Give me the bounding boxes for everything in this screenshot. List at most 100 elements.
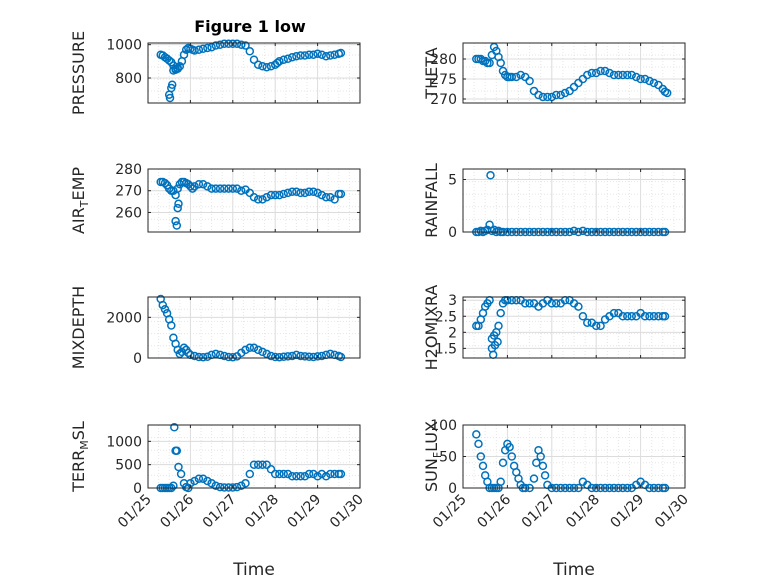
data-point (326, 51, 335, 60)
data-point (176, 469, 186, 479)
data-point (480, 56, 490, 66)
data-point (476, 452, 486, 461)
data-point (237, 481, 246, 490)
data-point (207, 479, 216, 488)
data-point (538, 92, 548, 102)
data-point (220, 184, 229, 193)
data-point (505, 442, 514, 452)
panel-7: 0 50 100 01/25 01/26 01/27 01/28 01/29 01/30 SUNF… (422, 418, 692, 580)
data-point (169, 66, 178, 75)
data-point (587, 68, 597, 78)
data-point (486, 171, 495, 180)
data-point (649, 78, 659, 88)
axes-box (147, 168, 361, 233)
data-point (167, 80, 177, 89)
data-point (645, 312, 654, 321)
data-point (241, 345, 250, 355)
y-tick-label: 0 (133, 481, 142, 497)
data-point (540, 471, 550, 480)
x-tick-label: 01/27 (200, 492, 240, 532)
data-point (173, 63, 182, 73)
data-point (198, 44, 208, 54)
data-point (258, 62, 267, 71)
data-point (292, 52, 301, 61)
data-point (194, 474, 204, 483)
y-tick-label: 50 (439, 450, 457, 466)
data-point (605, 68, 614, 78)
data-point (211, 349, 221, 359)
data-point (529, 474, 539, 483)
data-point (211, 184, 221, 193)
data-point (173, 184, 182, 193)
y-axis-label: AIRTEMP (69, 167, 91, 234)
data-point (326, 192, 335, 202)
x-tick-label: 01/25 (115, 492, 155, 532)
data-point (645, 76, 654, 86)
data-point (171, 216, 180, 226)
data-point (245, 469, 255, 479)
y-tick-label: 2 (448, 325, 457, 341)
data-point (296, 472, 305, 481)
data-point (164, 184, 174, 193)
x-tick-label: 01/29 (608, 492, 648, 532)
y-tick-label: 500 (115, 458, 142, 474)
data-point (175, 62, 185, 71)
data-point (253, 345, 263, 355)
data-point (313, 188, 322, 198)
axes-box (462, 168, 686, 233)
data-point (496, 477, 505, 486)
data-point (245, 47, 255, 56)
data-point (275, 57, 284, 66)
data-point (287, 472, 297, 481)
data-point (258, 347, 267, 357)
data-point (198, 352, 208, 362)
data-point (578, 226, 588, 236)
data-point (313, 352, 322, 361)
data-point (207, 184, 216, 193)
data-point (249, 460, 259, 469)
data-point (300, 188, 310, 198)
y-axis-label: MIXDEPTH (69, 286, 88, 369)
data-point (232, 184, 242, 193)
data-point (636, 74, 645, 84)
data-point (169, 186, 178, 195)
data-point (241, 479, 250, 488)
data-point (167, 321, 176, 330)
data-point (543, 92, 552, 102)
data-point (317, 190, 327, 200)
data-point (507, 452, 517, 461)
panel-5: 1.522.53 H2OMIXRA (422, 285, 686, 370)
data-point (262, 192, 271, 202)
y-tick-label: 0 (448, 225, 457, 241)
y-tick-label: 1000 (106, 434, 142, 450)
data-point (498, 458, 508, 468)
data-point (538, 461, 548, 471)
data-point (220, 39, 229, 49)
data-point (551, 299, 561, 308)
data-point (283, 352, 293, 361)
data-point (175, 349, 185, 359)
data-point (190, 46, 199, 55)
data-point (623, 70, 632, 80)
data-point (158, 300, 168, 310)
data-point (627, 312, 636, 321)
data-point (300, 472, 310, 481)
data-point (232, 482, 242, 492)
x-tick-label: 01/25 (430, 492, 470, 532)
data-point (336, 469, 346, 479)
x-tick-label: 01/29 (285, 492, 325, 532)
data-point (556, 90, 565, 100)
data-point (203, 43, 212, 53)
data-point (296, 188, 305, 198)
data-point (640, 312, 650, 321)
data-point (496, 308, 505, 318)
y-tick-label: 5 (448, 173, 457, 189)
data-point (591, 68, 601, 78)
data-point (317, 351, 327, 361)
data-point (190, 476, 199, 486)
data-point (160, 304, 170, 314)
data-point (170, 423, 179, 432)
data-point (169, 481, 178, 490)
data-point (190, 182, 199, 191)
